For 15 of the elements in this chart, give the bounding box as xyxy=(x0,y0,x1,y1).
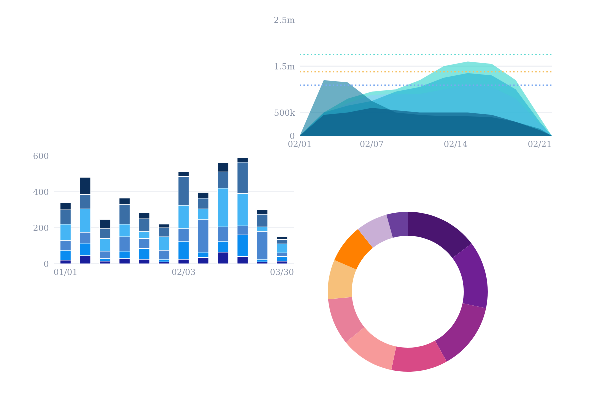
y-tick-label: 1.5m xyxy=(275,63,295,70)
x-tick-label: 02/14 xyxy=(444,141,468,148)
y-tick-label: 2.5m xyxy=(274,16,295,24)
y-tick-label: 0 xyxy=(44,260,49,268)
y-tick-label: 500k xyxy=(274,110,296,116)
x-tick-label: 02/03 xyxy=(172,269,196,276)
x-tick-label: 03/30 xyxy=(270,269,294,276)
x-tick-label: 02/01 xyxy=(288,141,311,148)
x-tick-label: 01/01 xyxy=(54,269,77,276)
x-tick-label: 02/21 xyxy=(528,141,551,148)
y-tick-label: 400 xyxy=(33,188,49,196)
y-tick-label: 200 xyxy=(34,224,49,232)
y-tick-label: 600 xyxy=(34,152,49,160)
y-tick-label: 0 xyxy=(290,132,295,140)
x-tick-label: 02/07 xyxy=(360,141,384,148)
